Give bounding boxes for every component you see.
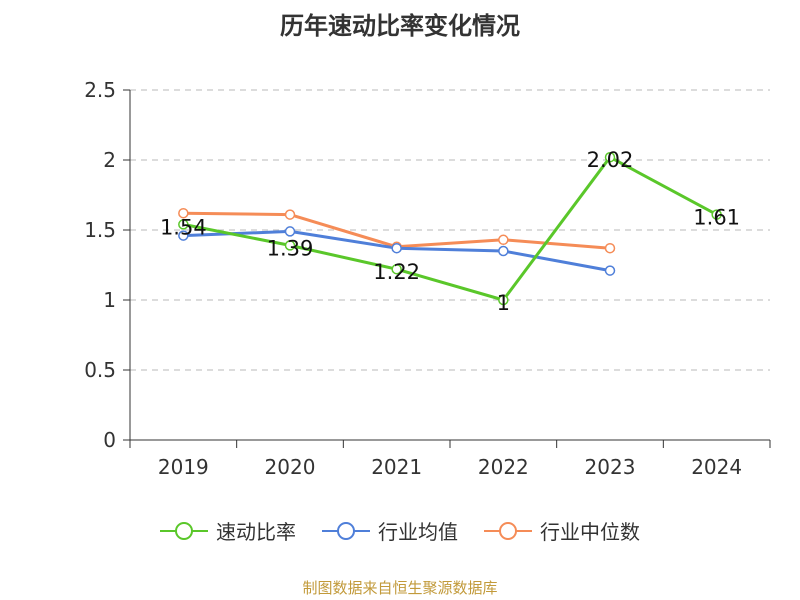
data-point	[391, 242, 402, 254]
x-tick-label: 2019	[158, 455, 209, 479]
data-point	[391, 263, 402, 275]
data-point	[604, 265, 616, 276]
legend-item-series-2[interactable]: 行业均值	[322, 516, 458, 545]
x-tick-label: 2023	[585, 455, 636, 479]
chart-title: 历年速动比率变化情况	[280, 12, 520, 40]
x-tick-label: 2024	[691, 455, 742, 479]
series-line	[183, 155, 718, 302]
y-tick-label: 0.5	[84, 358, 116, 382]
data-point	[284, 209, 296, 220]
legend-marker-icon	[160, 521, 208, 540]
series-points	[178, 151, 722, 306]
legend-label: 行业均值	[378, 520, 458, 544]
y-tick-label: 0	[103, 428, 116, 452]
data-point	[498, 234, 509, 246]
source-note: 制图数据来自恒生聚源数据库	[302, 579, 498, 597]
axes: 0 0.5 1 1.5 2 2.5 2019 2020 2021 2022 2023 2024	[84, 78, 771, 479]
legend-circle	[337, 521, 355, 540]
data-point	[284, 226, 296, 237]
x-tick-label: 2022	[478, 455, 529, 479]
data-label: 1.39	[267, 236, 314, 260]
legend-label: 速动比率	[216, 520, 296, 544]
legend-circle	[499, 521, 517, 540]
data-label: 1.61	[693, 206, 740, 230]
x-tick-label: 2020	[265, 455, 316, 479]
data-point	[498, 294, 509, 306]
legend-item-series-3[interactable]: 行业中位数	[484, 516, 640, 545]
legend-circle	[175, 521, 193, 540]
y-tick-label: 2.5	[84, 78, 116, 102]
data-point	[178, 207, 189, 219]
data-point	[604, 151, 616, 163]
data-point	[604, 242, 616, 254]
legend: 速动比率 行业均值 行业中位数	[0, 516, 800, 545]
y-tick-label: 1.5	[84, 218, 116, 242]
data-point	[178, 219, 189, 230]
data-point	[284, 240, 296, 251]
series-lines	[183, 155, 718, 302]
data-labels: 1.54 1.39 1.22 1 2.02 1.61	[160, 148, 740, 315]
grid-lines	[130, 89, 770, 371]
x-tick-label: 2021	[371, 455, 422, 479]
legend-label: 行业中位数	[540, 520, 640, 544]
legend-marker-icon	[322, 521, 370, 540]
data-label: 1.54	[160, 215, 207, 239]
y-tick-label: 1	[103, 288, 116, 312]
data-point	[498, 245, 509, 257]
data-point	[711, 209, 722, 220]
y-tick-label: 2	[103, 148, 116, 172]
data-point	[178, 230, 189, 241]
legend-item-series-1[interactable]: 速动比率	[160, 516, 296, 545]
legend-marker-icon	[484, 521, 532, 540]
data-label: 1	[497, 291, 510, 315]
data-label: 2.02	[587, 148, 634, 172]
data-label: 1.22	[373, 260, 420, 284]
